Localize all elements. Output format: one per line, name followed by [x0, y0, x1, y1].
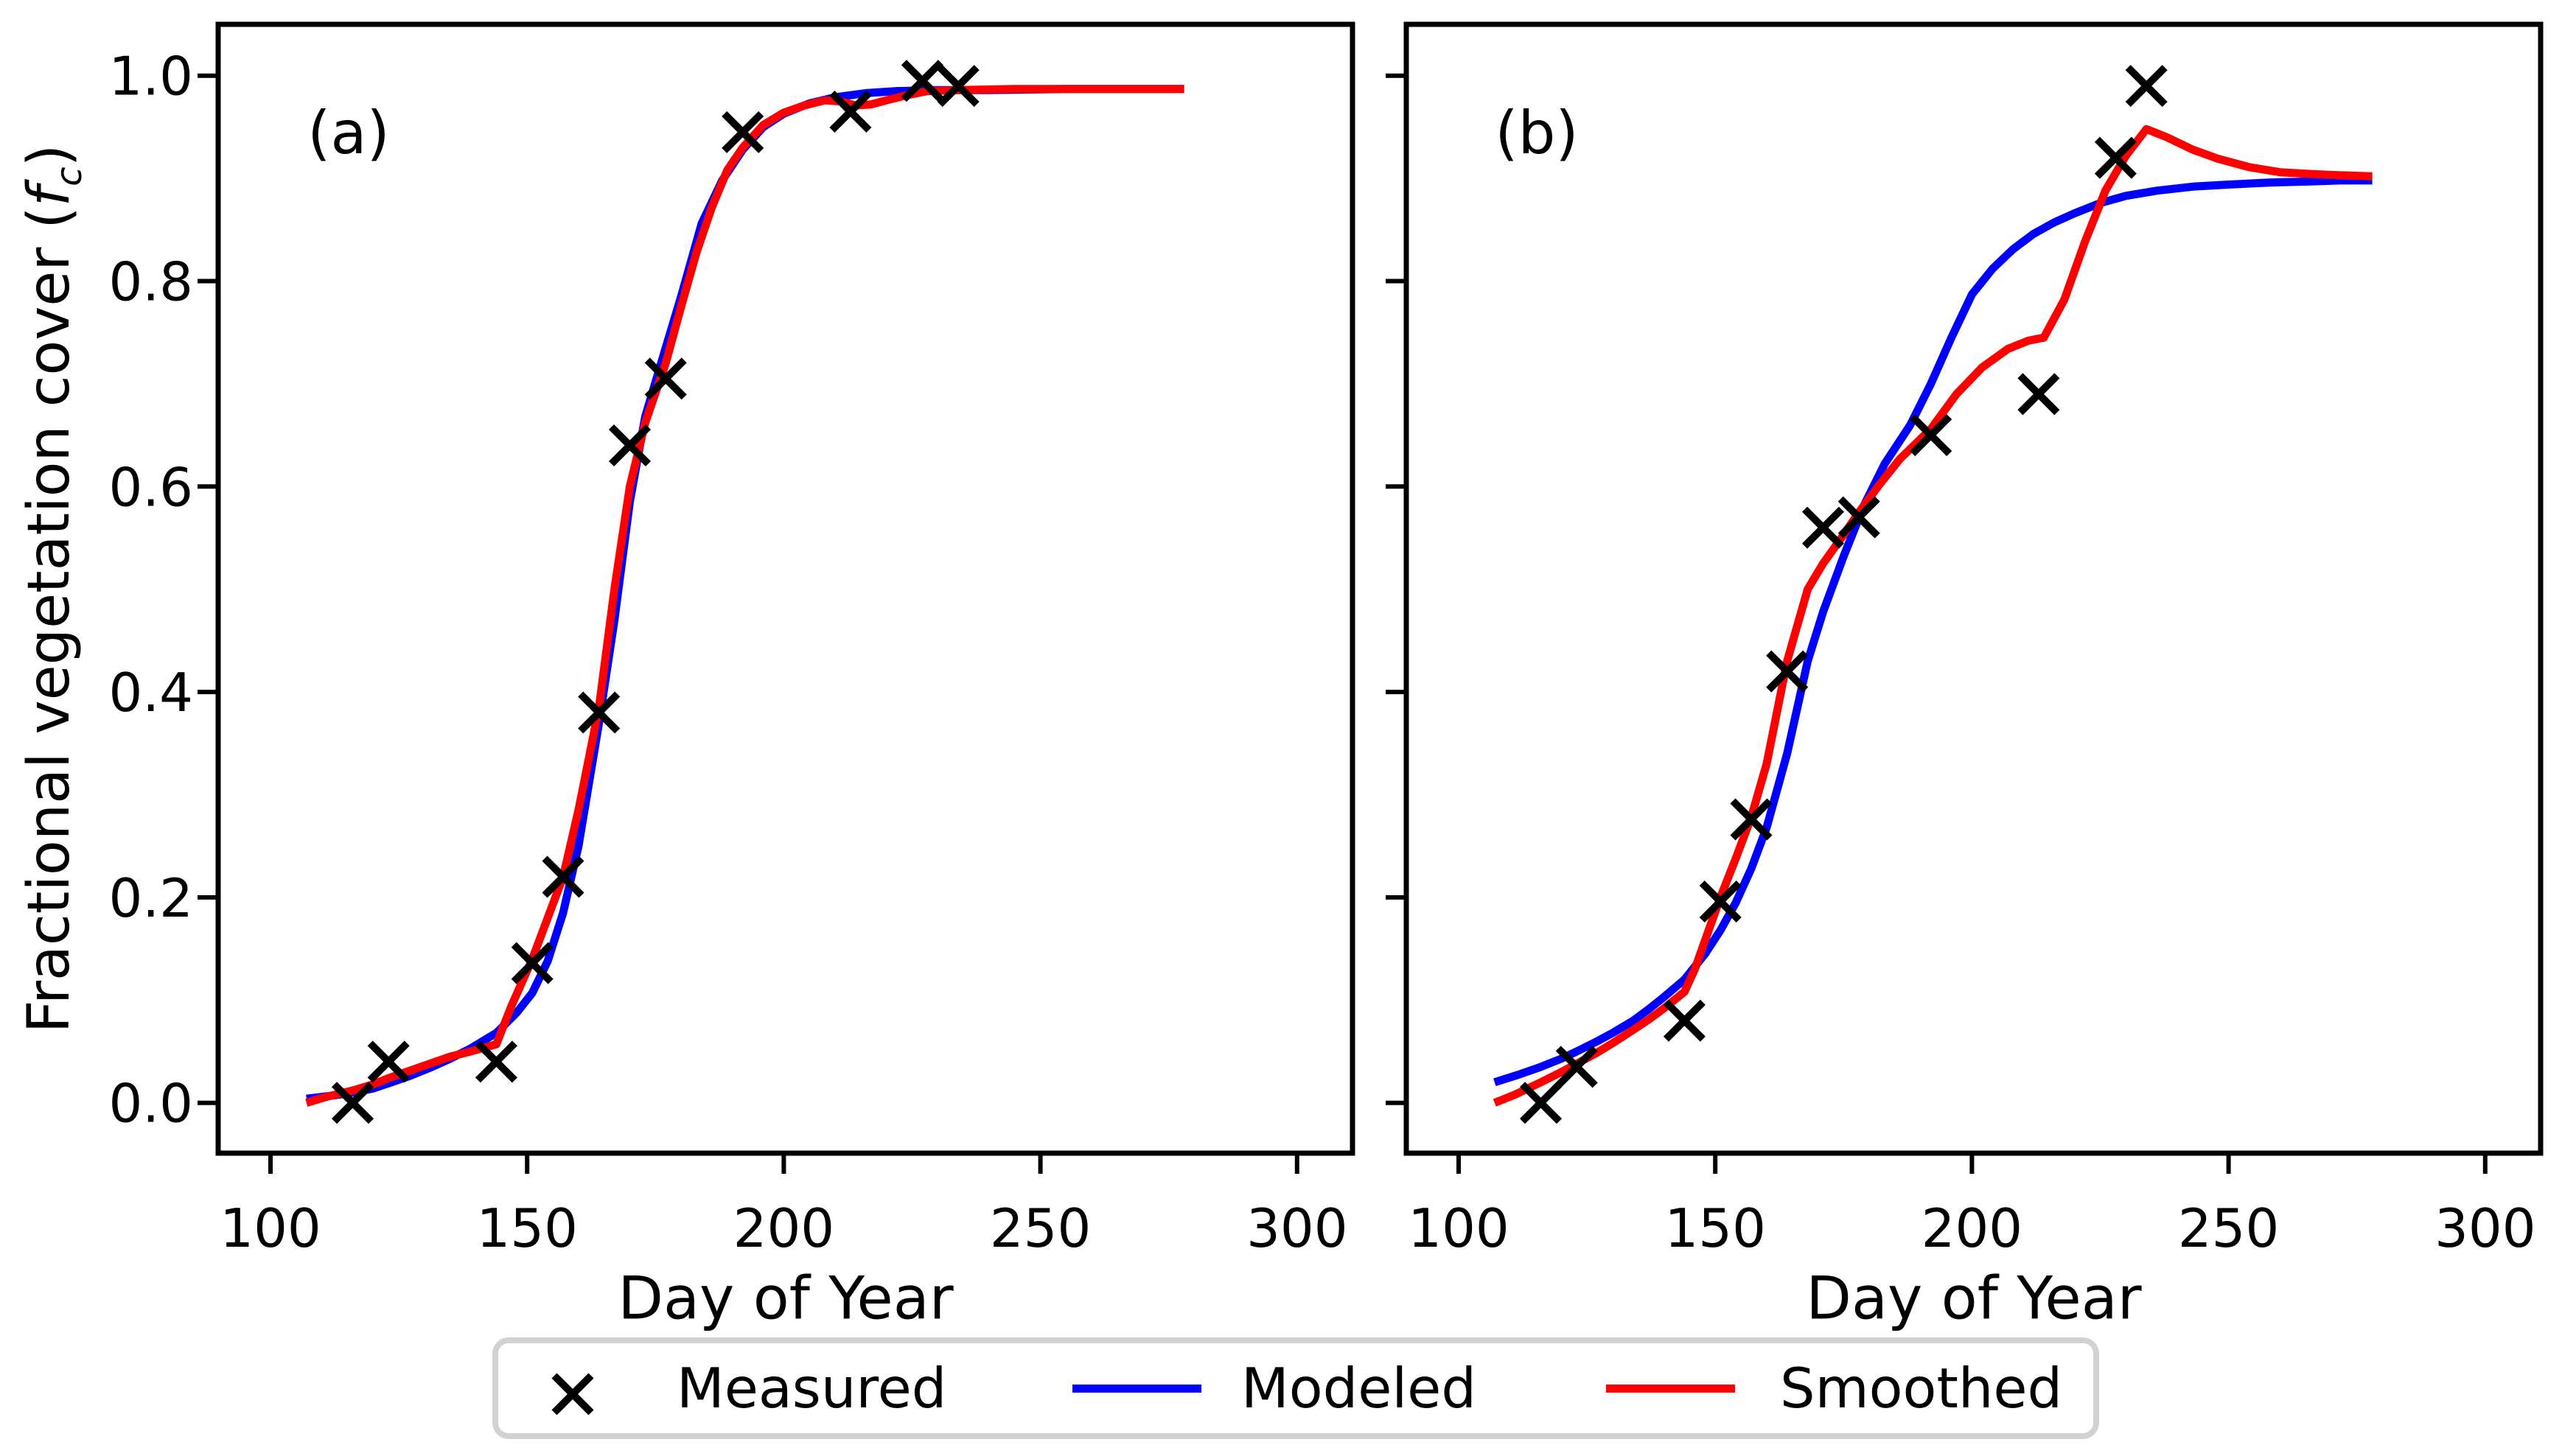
x-marker-icon — [1766, 650, 1809, 693]
x-axis-panel-b: 100 150 200 250 300 — [1408, 1153, 2536, 1259]
y-tick-label: 0.6 — [108, 456, 193, 518]
plot-frame-panel-a — [215, 21, 1355, 1156]
panel-letter-a: (a) — [307, 99, 389, 167]
x-tick-label: 300 — [2434, 1197, 2535, 1259]
x-marker-icon — [1699, 880, 1742, 923]
x-tick-label: 200 — [1922, 1197, 2022, 1259]
x-tick-label: 100 — [220, 1197, 321, 1259]
x-marker-icon — [1837, 496, 1880, 539]
measured-scatter-panel-b — [1519, 65, 2168, 1124]
y-tick-label: 0.4 — [108, 662, 193, 724]
plot-frame-panel-b — [1403, 21, 2544, 1156]
y-axis-panel-a: 0.0 0.2 0.4 0.6 0.8 1.0 — [108, 46, 218, 1135]
x-marker-icon — [542, 855, 584, 898]
legend-label-modeled: Modeled — [1241, 1356, 1476, 1421]
x-marker-icon — [2094, 136, 2137, 179]
x-marker-icon — [1730, 798, 1773, 841]
x-marker-icon — [722, 111, 764, 153]
measured-scatter-panel-a — [331, 60, 980, 1124]
legend-label-smoothed: Smoothed — [1780, 1356, 2063, 1421]
smoothed-line-panel-a — [305, 85, 1184, 1107]
x-tick-label: 150 — [476, 1197, 577, 1259]
y-tick-label: 1.0 — [108, 46, 193, 108]
panel-b-chart: 100 150 200 250 300 (b) — [1386, 21, 2544, 1259]
x-axis-label-panel-b: Day of Year — [1806, 1264, 2142, 1333]
x-marker-icon — [511, 942, 554, 984]
x-tick-label: 300 — [1246, 1197, 1347, 1259]
y-tick-label: 0.8 — [108, 251, 193, 313]
x-axis-label-panel-a: Day of Year — [618, 1264, 954, 1333]
modeled-line-panel-b — [1493, 176, 2373, 1087]
y-tick-label: 0.2 — [108, 867, 193, 929]
x-marker-icon — [1801, 506, 1845, 549]
y-axis-label-close: ) — [16, 144, 83, 167]
legend: Measured Modeled Smoothed — [492, 1337, 2099, 1439]
x-marker-icon — [2125, 65, 2168, 108]
x-tick-label: 150 — [1664, 1197, 1765, 1259]
legend-line-smoothed-icon — [1606, 1385, 1735, 1393]
legend-label-measured: Measured — [677, 1356, 947, 1421]
x-marker-icon — [829, 90, 872, 133]
x-marker-icon — [331, 1082, 374, 1124]
x-marker-icon — [1519, 1082, 1563, 1124]
x-marker-icon — [644, 357, 687, 400]
x-marker-icon — [1555, 1046, 1598, 1088]
y-axis-label-fc-sub: c — [48, 167, 90, 186]
x-tick-label: 250 — [2178, 1197, 2279, 1259]
measured-x-marker-icon — [551, 1373, 594, 1415]
x-marker-icon — [578, 691, 621, 734]
smoothed-line-panel-b — [1493, 125, 2373, 1107]
panel-a-chart: 100 150 200 250 300 0.0 0.2 0.4 0.6 0.8 1.0 (a) — [108, 21, 1355, 1259]
x-marker-icon — [608, 424, 652, 467]
x-marker-icon — [901, 60, 943, 102]
x-marker-icon — [475, 1040, 517, 1083]
panel-letter-b: (b) — [1495, 99, 1578, 167]
y-axis-panel-b — [1386, 73, 1406, 1105]
x-marker-icon — [1663, 999, 1706, 1042]
x-marker-icon — [1910, 414, 1952, 457]
y-tick-label: 0.0 — [108, 1073, 193, 1135]
x-tick-label: 200 — [733, 1197, 834, 1259]
x-marker-icon — [367, 1040, 410, 1083]
x-axis-panel-a: 100 150 200 250 300 — [220, 1153, 1348, 1259]
y-axis-label-fc-var: f — [16, 186, 83, 207]
legend-line-modeled-icon — [1072, 1385, 1201, 1393]
x-marker-icon — [937, 65, 980, 108]
y-axis-label-text: Fractional vegetation cover ( — [16, 206, 83, 1034]
modeled-line-panel-a — [306, 85, 1184, 1103]
x-marker-icon — [2017, 373, 2060, 416]
x-tick-label: 100 — [1408, 1197, 1509, 1259]
x-tick-label: 250 — [990, 1197, 1091, 1259]
y-axis-label: Fractional vegetation cover (fc) — [16, 144, 90, 1033]
